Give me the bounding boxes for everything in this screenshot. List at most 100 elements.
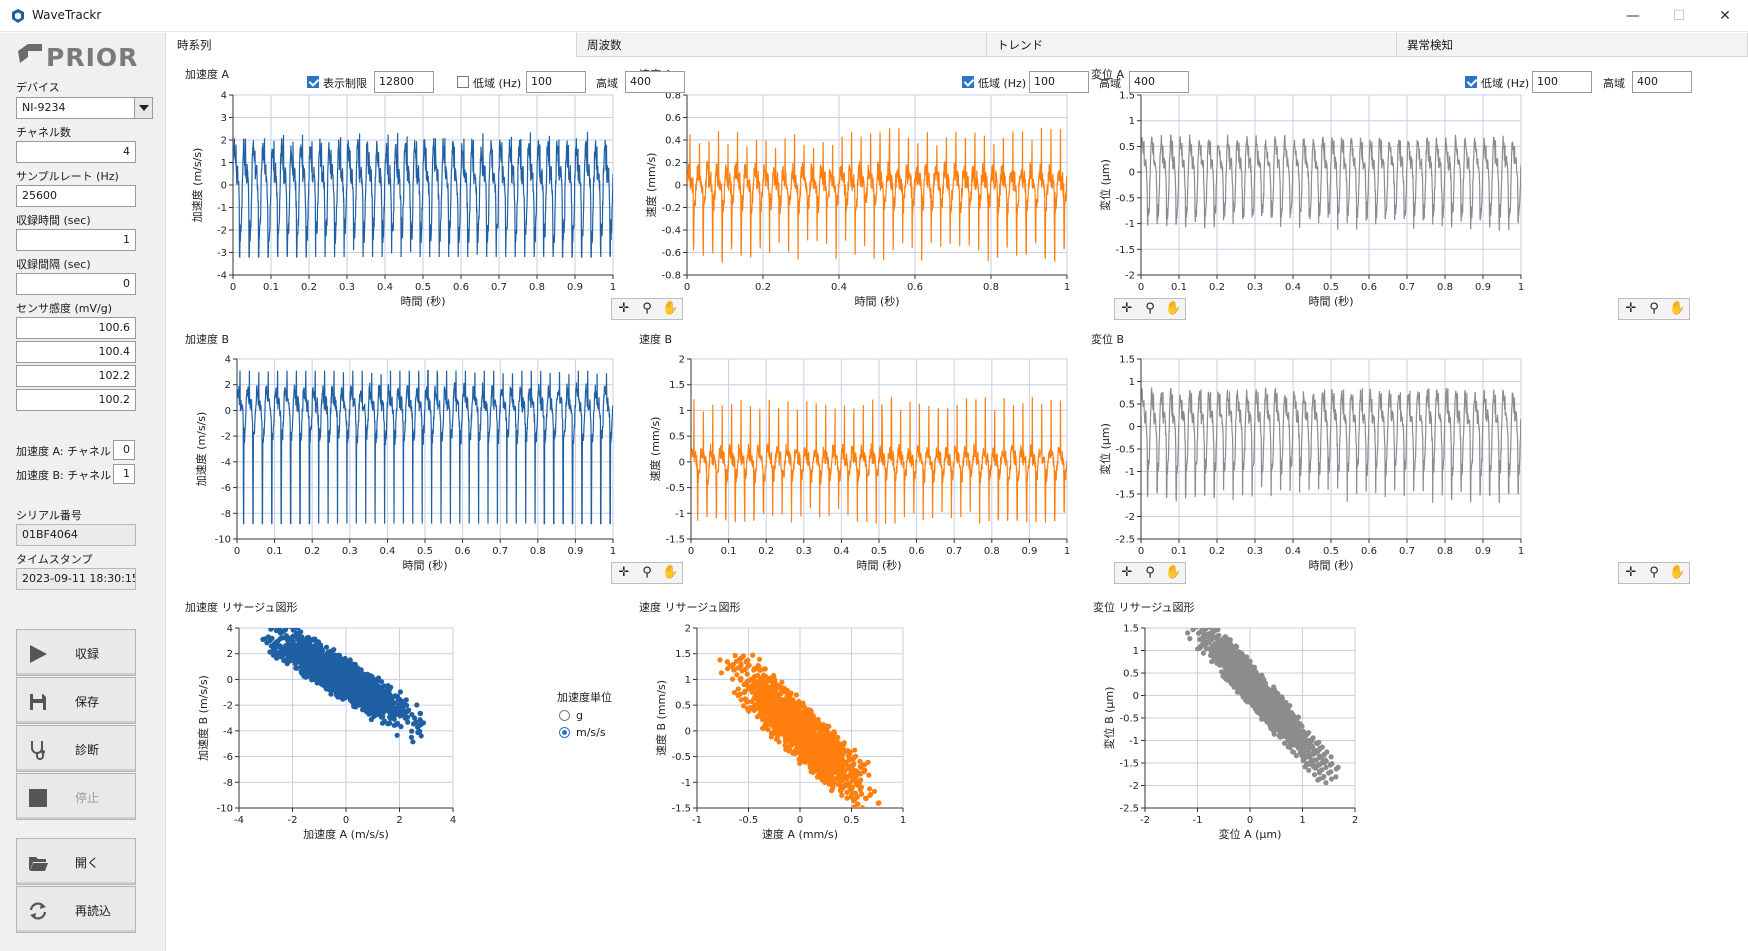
scatter-point <box>793 692 800 698</box>
scatter-point <box>1193 617 1198 622</box>
x-tick-label: 1 <box>610 282 616 293</box>
scatter-point <box>391 716 397 722</box>
chevron-down-icon[interactable] <box>134 98 152 118</box>
save-button[interactable]: 保存 <box>16 677 136 724</box>
tab-trend[interactable]: トレンド <box>987 33 1397 57</box>
scatter-point <box>308 649 314 655</box>
scatter-point <box>844 789 850 796</box>
sidebar: PRIOR デバイス NI-9234 チャネル数 4 サンプルレート (Hz) … <box>0 33 166 951</box>
scatter-point <box>820 722 827 728</box>
scatter-point <box>412 715 418 721</box>
y-tick-label: 1.5 <box>675 649 691 660</box>
reload-button[interactable]: 再読込 <box>16 886 136 933</box>
scatter-point <box>861 812 866 817</box>
x-tick-label: 0.4 <box>833 546 849 557</box>
rectime-input[interactable]: 1 <box>16 229 136 251</box>
scatter-point <box>1188 621 1193 626</box>
x-tick-label: 0.6 <box>1361 546 1377 557</box>
y-tick-label: 0 <box>225 406 231 417</box>
sensitivity-input[interactable]: 100.6 <box>16 317 136 339</box>
scatter-point <box>351 694 357 701</box>
x-tick-label: 0.2 <box>758 546 774 557</box>
scatter-point <box>812 726 819 732</box>
scatter-points <box>1184 617 1341 786</box>
scatter-point <box>756 656 763 662</box>
scatter-point <box>367 676 373 683</box>
scatter-point <box>859 805 865 808</box>
scatter-point <box>802 748 808 754</box>
y-axis-label: 速度 (mm/s) <box>644 153 658 218</box>
channels-input[interactable]: 4 <box>16 141 136 163</box>
record-button[interactable]: 収録 <box>16 629 136 676</box>
scatter-point <box>1311 772 1318 778</box>
x-tick-label: 0.7 <box>1399 282 1415 293</box>
x-tick-label: 0.8 <box>984 546 1000 557</box>
x-tick-label: 0.8 <box>529 282 545 293</box>
x-tick-label: 0.1 <box>721 546 737 557</box>
samplerate-input[interactable]: 25600 <box>16 185 136 207</box>
scatter-point <box>1197 622 1202 627</box>
y-axis-label: 加速度 (m/s/s) <box>194 412 208 487</box>
scatter-point <box>797 733 803 739</box>
sensitivity-input[interactable]: 100.2 <box>16 389 136 411</box>
scatter-point <box>414 702 420 708</box>
y-axis-label: 変位 (μm) <box>1098 423 1112 475</box>
x-tick-label: 0.4 <box>1285 546 1301 557</box>
x-tick-label: 0.7 <box>491 282 507 293</box>
x-tick-label: 0 <box>1138 546 1144 557</box>
close-button[interactable]: ✕ <box>1719 8 1731 24</box>
sensitivity-input[interactable]: 102.2 <box>16 365 136 387</box>
scatter-point <box>854 781 861 787</box>
scatter-point <box>857 787 863 793</box>
accelA-channel-label: 加速度 A: チャネル <box>16 445 111 458</box>
scatter-point <box>409 728 415 734</box>
scatter-point <box>809 749 815 755</box>
open-button[interactable]: 開く <box>16 838 136 885</box>
diagnose-button[interactable]: 診断 <box>16 725 136 772</box>
scatter-point <box>292 661 298 667</box>
device-select[interactable]: NI-9234 <box>16 97 153 119</box>
x-tick-label: 0.8 <box>530 546 546 557</box>
y-axis-label: 変位 (μm) <box>1098 159 1112 211</box>
scatter-point <box>290 639 296 645</box>
interval-input[interactable]: 0 <box>16 273 136 295</box>
scatter-point <box>418 733 424 739</box>
y-tick-label: 0.5 <box>1123 669 1139 680</box>
chart-dispLiss: 変位 リサージュ図形-2 -1 0 1 2-2.5-2-1.5-1-0.500.511.… <box>1093 600 1358 841</box>
scatter-point <box>356 689 362 695</box>
scatter-point <box>386 688 392 694</box>
scatter-point <box>862 767 868 773</box>
chart-velLiss: 速度 リサージュ図形-1 -0.5 0 0.5 1-1.5-1-0.500.511.52… <box>639 600 906 841</box>
x-axis-label: 時間 (秒) <box>856 558 901 572</box>
x-tick-label: 0.6 <box>909 546 925 557</box>
tab-frequency[interactable]: 周波数 <box>577 33 987 57</box>
scatter-point <box>343 686 349 693</box>
scatter-point <box>799 719 805 725</box>
tab-timeseries[interactable]: 時系列 <box>167 33 577 57</box>
scatter-point <box>1201 619 1206 624</box>
y-tick-label: 2 <box>679 355 685 366</box>
minimize-button[interactable]: — <box>1626 8 1640 24</box>
scatter-point <box>857 758 863 764</box>
serial-field: 01BF4064 <box>16 524 136 546</box>
stop-button[interactable]: 停止 <box>16 773 136 820</box>
scatter-point <box>1206 618 1211 623</box>
scatter-point <box>848 794 854 800</box>
scatter-point <box>394 732 400 738</box>
scatter-point <box>325 661 331 667</box>
maximize-button[interactable]: ☐ <box>1672 8 1686 24</box>
sensitivity-input[interactable]: 100.4 <box>16 341 136 363</box>
chart-velB: 速度 B0 0.1 0.2 0.3 0.4 0.5 0.6 0.7 0.8 0.9 1-1.5-1-… <box>639 332 1070 572</box>
save-icon <box>30 694 46 710</box>
y-tick-label: 1 <box>1129 377 1135 388</box>
tab-anomaly[interactable]: 異常検知 <box>1397 33 1748 57</box>
accelB-channel-input[interactable]: 1 <box>113 464 135 484</box>
scatter-point <box>298 644 305 650</box>
x-tick-label: 0.3 <box>796 546 812 557</box>
scatter-point <box>1333 774 1339 780</box>
scatter-point <box>753 693 759 700</box>
scatter-point <box>1211 621 1216 626</box>
accelA-channel-input[interactable]: 0 <box>113 440 135 460</box>
scatter-point <box>762 715 768 721</box>
y-tick-label: -2 <box>221 432 231 443</box>
